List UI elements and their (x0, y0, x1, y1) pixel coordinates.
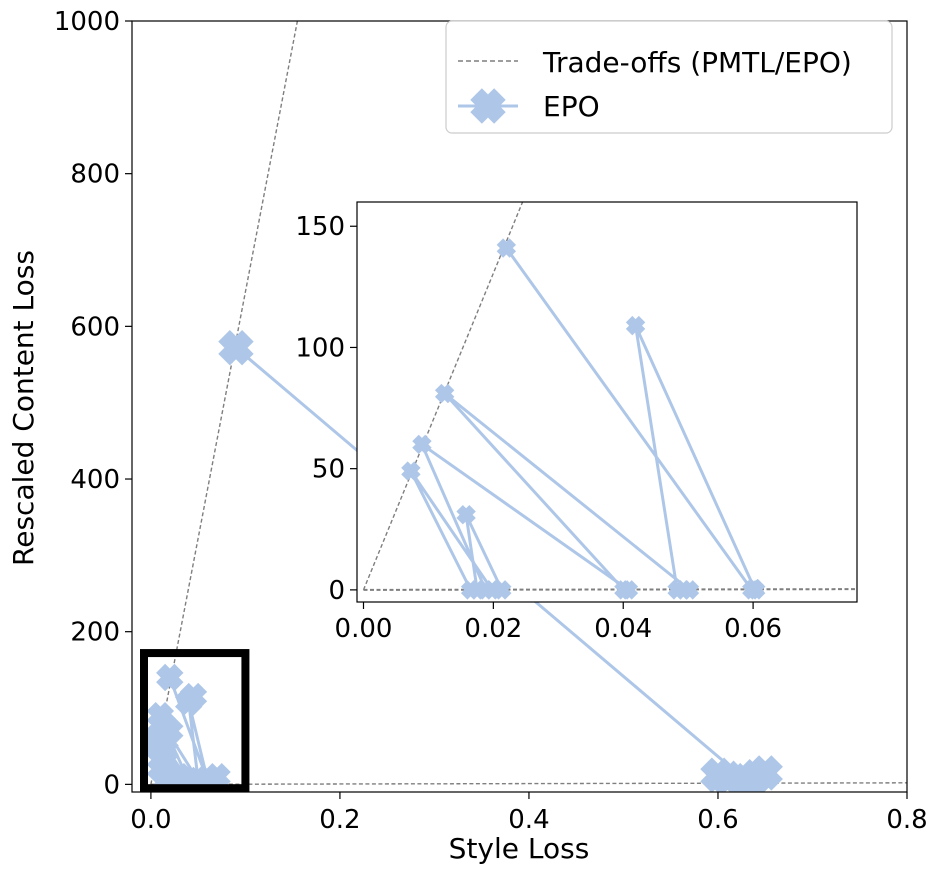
legend-epo-marker-icon (470, 88, 506, 124)
inset-tradeoff-line (363, 588, 857, 591)
inset-x-tick-label: 0.00 (335, 614, 393, 644)
inset-epo-point (412, 434, 432, 455)
inset-epo-point (492, 580, 512, 600)
inset-epo-point (496, 238, 517, 258)
main-epo-point (156, 717, 184, 745)
main-epo-point (156, 663, 184, 692)
legend-entry-epo: EPO (543, 90, 600, 123)
inset-x-ticks: 0.00 0.02 0.04 0.06 (335, 602, 782, 644)
inset-y-tick-label: 50 (312, 455, 345, 485)
inset-axes: 0.00 0.02 0.04 0.06 0 50 100 150 (295, 201, 858, 644)
main-tradeoff-lines (150, 21, 907, 786)
inset-x-tick-label: 0.04 (594, 614, 652, 644)
main-x-tick-label: 0.4 (508, 805, 549, 835)
main-y-tick-label: 600 (70, 312, 120, 342)
main-epo-point (151, 736, 179, 764)
inset-epo-point (434, 383, 455, 404)
inset-epo-point (618, 580, 639, 600)
main-y-tick-label: 1000 (54, 7, 120, 37)
main-series-epo (141, 330, 783, 792)
inset-y-tick-label: 0 (328, 576, 345, 606)
inset-epo-point (744, 578, 765, 599)
main-y-tick-label: 800 (70, 160, 120, 190)
legend-epo-marker (470, 88, 506, 124)
main-y-tick-label: 200 (70, 618, 120, 648)
inset-x-tick-label: 0.02 (464, 614, 522, 644)
legend-box (445, 20, 893, 134)
legend: Trade-offs (PMTL/EPO) EPO (445, 20, 893, 134)
main-epo-point (218, 330, 254, 366)
main-x-ticks: 0.0 0.2 0.4 0.6 0.8 (130, 792, 928, 835)
main-epo-point (203, 763, 231, 791)
main-epo-point (179, 682, 208, 711)
inset-epo-point (467, 580, 487, 600)
legend-entry-tradeoffs: Trade-offs (PMTL/EPO) (542, 46, 852, 79)
main-x-tick-label: 0.8 (886, 805, 927, 835)
inset-y-tick-label: 100 (295, 333, 345, 363)
inset-y-tick-label: 150 (295, 212, 345, 242)
main-epo-point (747, 755, 783, 791)
x-axis-title: Style Loss (449, 832, 590, 865)
inset-epo-point (401, 461, 421, 481)
inset-background (357, 202, 857, 602)
inset-plot-frame (356, 201, 858, 603)
main-epo-point (700, 757, 736, 792)
main-x-tick-label: 0.6 (697, 805, 738, 835)
main-y-tick-label: 0 (103, 770, 120, 800)
main-y-ticks: 0 200 400 600 800 1000 (54, 7, 132, 800)
inset-epo-point (456, 505, 476, 525)
main-x-tick-label: 0.0 (130, 805, 171, 835)
inset-x-tick-label: 0.06 (724, 614, 782, 644)
main-epo-point (165, 763, 193, 791)
inset-epo-point (679, 580, 700, 600)
inset-y-ticks: 0 50 100 150 (295, 212, 357, 606)
main-x-tick-label: 0.2 (319, 805, 360, 835)
zoom-highlight-box (140, 649, 250, 793)
main-tradeoff-line (150, 782, 907, 786)
y-axis-title: Rescaled Content Loss (7, 250, 40, 566)
main-y-tick-label: 400 (70, 465, 120, 495)
inset-epo-point (625, 315, 646, 336)
inset-series-epo (401, 238, 766, 600)
